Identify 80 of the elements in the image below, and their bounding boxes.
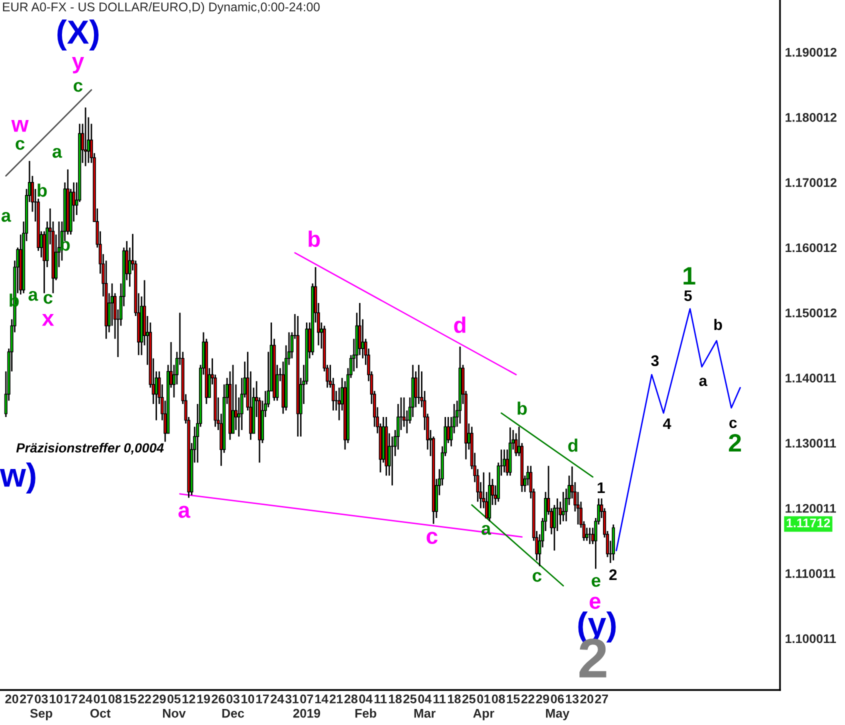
x-tick-label: 14 (315, 694, 328, 704)
line-series (616, 308, 741, 552)
y-tick-label: 1.170012 (786, 178, 836, 188)
text: 1.11712 (786, 518, 830, 528)
x-tick-label: 17 (64, 694, 78, 704)
annotation: a (178, 506, 190, 518)
x-tick-label: 13 (566, 694, 579, 704)
x-tick-label: 22 (521, 694, 534, 704)
x-tick-label: 25 (462, 694, 476, 704)
annotation: c (74, 82, 82, 92)
annotation: 1 (684, 267, 696, 284)
y-tick-label: 1.190012 (786, 48, 836, 57)
x-tick-label: 08 (108, 694, 122, 704)
annotation: a (28, 290, 38, 301)
annotation: a (2, 212, 12, 222)
candlestick (231, 364, 235, 434)
annotation: c (44, 294, 52, 304)
annotation: b (38, 184, 47, 197)
annotation: w) (0, 462, 36, 494)
annotation: e (592, 576, 600, 587)
annotation: w (11, 120, 29, 132)
x-tick-label: 15 (506, 694, 520, 704)
annotation: 1 (598, 482, 605, 493)
y-tick-label: 1.130011 (786, 438, 836, 448)
candlestick (84, 106, 88, 167)
x-tick-label: 22 (138, 694, 151, 704)
annotation: 4 (662, 418, 672, 429)
annotation: e (590, 596, 600, 609)
annotation: a (699, 378, 708, 386)
y-tick-label: 1.180012 (786, 113, 836, 122)
annotation: c (426, 532, 438, 544)
annotation: c (532, 572, 542, 582)
chart-title: EUR A0-FX - US DOLLAR/EURO,D) Dynamic,0:00-24:00 (3, 2, 320, 14)
x-tick-label: 08 (492, 694, 505, 704)
x-tick-label: 19 (197, 694, 210, 704)
x-tick-label: 29 (152, 694, 166, 704)
annotation: b (518, 402, 527, 415)
x-tick-label: 12 (182, 694, 196, 704)
annotation: d (568, 438, 578, 452)
annotation: 3 (651, 355, 659, 366)
annotation: c (16, 140, 24, 150)
annotation: d (454, 316, 466, 333)
annotation: x (42, 314, 54, 326)
annotation: b (308, 230, 320, 247)
annotation: Präzisionstreffer 0,0004 (16, 442, 164, 454)
annotation: 2 (609, 569, 617, 580)
x-tick-label: 15 (124, 694, 136, 704)
x-tick-label: 18 (388, 694, 402, 704)
annotation: 2 (728, 434, 741, 452)
x-tick-label: 21 (330, 694, 343, 704)
x-tick-label: 17 (256, 694, 269, 704)
candlestick (502, 448, 506, 474)
x-tick-label: 10 (50, 694, 62, 704)
x-tick-label: 24 (270, 694, 284, 704)
annotation: (X) (57, 19, 99, 51)
y-tick-label: 1.150012 (786, 308, 836, 318)
annotation: 5 (684, 290, 692, 302)
candlestick (417, 364, 420, 405)
annotation: a (52, 148, 62, 158)
annotation: c (729, 420, 737, 428)
x-tick-label: 20 (580, 694, 594, 704)
x-tick-label: 20 (5, 694, 18, 704)
x-tick-label: 11 (434, 694, 446, 704)
x-tick-label: 29 (536, 694, 550, 704)
x-tick-label: 31 (285, 694, 299, 704)
x-tick-label: 10 (242, 694, 254, 704)
y-tick-label: 1.140011 (786, 374, 836, 382)
x-tick-label: 25 (403, 694, 417, 704)
y-tick-label: 1.120011 (786, 504, 836, 513)
x-tick-label: 27 (595, 694, 608, 704)
candlestick (562, 491, 565, 522)
x-tick-label: 24 (79, 694, 92, 704)
y-tick-label: 1.110011 (786, 569, 836, 578)
annotation: y (72, 57, 84, 74)
x-tick-label: 28 (344, 694, 358, 704)
annotation: b (714, 318, 722, 330)
y-tick-label: 1.100011 (786, 634, 836, 644)
y-tick-label: 1.160012 (786, 243, 836, 252)
x-tick-label: 18 (448, 694, 461, 704)
x-tick-label: 11 (374, 694, 387, 704)
